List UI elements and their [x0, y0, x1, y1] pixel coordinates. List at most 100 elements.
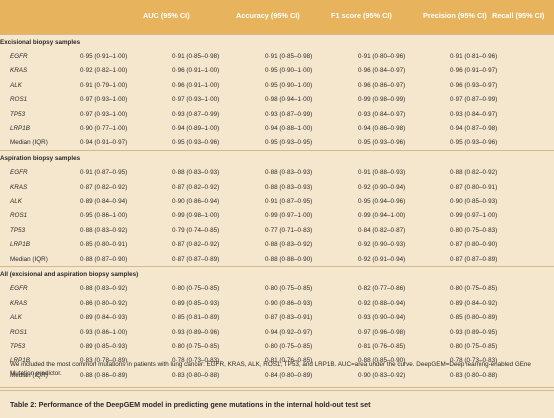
- table-row: Median (IQR) 0·94 (0·91–0·97) 0·95 (0·93–0…: [0, 135, 554, 151]
- metric-cell: 0·99 (0·97–1·00): [265, 208, 358, 224]
- metric-cell: 0·99 (0·97–1·00): [450, 208, 554, 224]
- metric-cell: 0·97 (0·96–0·98): [358, 324, 450, 340]
- metric-cell: 0·93 (0·89–0·96): [172, 324, 265, 340]
- metric-cell: 0·93 (0·86–1·00): [80, 324, 172, 340]
- metric-cell: 0·94 (0·89–1·00): [172, 121, 265, 136]
- gene-label: Median (IQR): [0, 251, 80, 267]
- table-row: KRAS 0·86 (0·80–0·92) 0·89 (0·85–0·93) 0·90…: [0, 296, 554, 311]
- metric-cell: 0·95 (0·93–0·96): [450, 135, 554, 151]
- metric-cell: 0·80 (0·75–0·85): [172, 339, 265, 354]
- col-header-auc: AUC (95% CI): [143, 11, 190, 20]
- gene-label: ROS1: [0, 92, 80, 107]
- metric-cell: 0·86 (0·80–0·92): [80, 296, 172, 311]
- metric-cell: 0·90 (0·83–0·92): [358, 367, 450, 383]
- gene-label: ALK: [0, 310, 80, 325]
- gene-label: ALK: [0, 78, 80, 93]
- metric-cell: 0·91 (0·87–0·95): [265, 194, 358, 209]
- metric-cell: 0·96 (0·93–0·97): [450, 78, 554, 93]
- metric-cell: 0·97 (0·93–1·00): [80, 106, 172, 122]
- metric-cell: 0·88 (0·83–0·93): [265, 165, 358, 180]
- gene-label: EGFR: [0, 165, 80, 180]
- metric-cell: 0·81 (0·76–0·85): [358, 339, 450, 354]
- metric-cell: 0·91 (0·80–0·96): [358, 49, 450, 64]
- table-row: EGFR 0·91 (0·87–0·95) 0·88 (0·83–0·93) 0·88…: [0, 165, 554, 180]
- metric-cell: 0·85 (0·80–0·91): [80, 237, 172, 252]
- table-row: ALK 0·89 (0·84–0·93) 0·85 (0·81–0·89) 0·87 …: [0, 310, 554, 325]
- gene-label: EGFR: [0, 49, 80, 64]
- metric-cell: 0·89 (0·84–0·94): [80, 194, 172, 209]
- table-row: ROS1 0·93 (0·86–1·00) 0·93 (0·89–0·96) 0·94…: [0, 324, 554, 340]
- metric-cell: 0·88 (0·83–0·92): [80, 223, 172, 238]
- metric-cell: 0·83 (0·78–0·89): [80, 353, 172, 368]
- divider: [0, 387, 554, 388]
- col-header-precision: Precision (95% CI): [423, 11, 487, 20]
- table-row: LRP1B 0·90 (0·77–1·00) 0·94 (0·89–1·00) 0·9…: [0, 121, 554, 136]
- metric-cell: 0·88 (0·87–0·90): [80, 251, 172, 267]
- metric-cell: 0·95 (0·90–1·00): [265, 63, 358, 79]
- gene-label: KRAS: [0, 179, 80, 195]
- metric-cell: 0·97 (0·93–1·00): [172, 92, 265, 107]
- gene-label: ROS1: [0, 324, 80, 340]
- metric-cell: 0·94 (0·91–0·97): [80, 135, 172, 151]
- metric-cell: 0·81 (0·76–0·85): [265, 353, 358, 368]
- metric-cell: 0·91 (0·85–0·98): [265, 49, 358, 64]
- metric-cell: 0·96 (0·91–0·97): [450, 63, 554, 79]
- gene-label: ROS1: [0, 208, 80, 224]
- table-row: Median (IQR) 0·88 (0·86–0·89) 0·83 (0·80–0…: [0, 367, 554, 383]
- metric-cell: 0·87 (0·82–0·92): [172, 237, 265, 252]
- gene-label: Median (IQR): [0, 135, 80, 151]
- metric-cell: 0·92 (0·88–0·94): [358, 296, 450, 311]
- metric-cell: 0·80 (0·75–0·83): [450, 223, 554, 238]
- metric-cell: 0·97 (0·93–1·00): [80, 92, 172, 107]
- metric-cell: 0·87 (0·87–0·89): [172, 251, 265, 267]
- metric-cell: 0·89 (0·85–0·93): [80, 339, 172, 354]
- metric-cell: 0·85 (0·81–0·89): [172, 310, 265, 325]
- metric-cell: 0·88 (0·85–0·90): [358, 353, 450, 368]
- metric-cell: 0·80 (0·75–0·85): [265, 339, 358, 354]
- gene-label: KRAS: [0, 63, 80, 79]
- metric-cell: 0·80 (0·75–0·85): [265, 281, 358, 297]
- metric-cell: 0·79 (0·74–0·85): [172, 223, 265, 238]
- col-header-accuracy: Accuracy (95% CI): [236, 11, 300, 20]
- table-caption-bar: Table 2: Performance of the DeepGEM mode…: [0, 390, 554, 418]
- metric-cell: 0·77 (0·71–0·83): [265, 223, 358, 238]
- table-row: KRAS 0·92 (0·82–1·00) 0·96 (0·91–1·00) 0·95…: [0, 63, 554, 79]
- metric-cell: 0·96 (0·91–1·00): [172, 78, 265, 93]
- metric-cell: 0·83 (0·80–0·88): [172, 367, 265, 383]
- table-row: EGFR 0·88 (0·83–0·92) 0·80 (0·75–0·85) 0·80…: [0, 281, 554, 297]
- gene-label: KRAS: [0, 296, 80, 311]
- gene-label: TP53: [0, 339, 80, 354]
- metric-cell: 0·95 (0·91–1·00): [80, 49, 172, 64]
- table-row: EGFR 0·95 (0·91–1·00) 0·91 (0·85–0·98) 0·91…: [0, 49, 554, 64]
- metric-cell: 0·94 (0·86–0·98): [358, 121, 450, 136]
- metric-cell: 0·91 (0·79–1·00): [80, 78, 172, 93]
- metric-cell: 0·82 (0·77–0·86): [358, 281, 450, 297]
- metric-cell: 0·99 (0·98–1·00): [172, 208, 265, 224]
- metric-cell: 0·91 (0·88–0·93): [358, 165, 450, 180]
- gene-label: LRP1B: [0, 353, 80, 368]
- metric-cell: 0·93 (0·87–0·99): [265, 106, 358, 122]
- metric-cell: 0·91 (0·81–0·96): [450, 49, 554, 64]
- metric-cell: 0·87 (0·87–0·89): [450, 251, 554, 267]
- table-row: TP53 0·89 (0·85–0·93) 0·80 (0·75–0·85) 0·80…: [0, 339, 554, 354]
- section-title: All (excisional and aspiration biopsy sa…: [0, 266, 554, 282]
- metric-cell: 0·95 (0·90–1·00): [265, 78, 358, 93]
- metric-cell: 0·88 (0·82–0·92): [450, 165, 554, 180]
- gene-label: LRP1B: [0, 237, 80, 252]
- metric-cell: 0·93 (0·87–0·99): [172, 106, 265, 122]
- metric-cell: 0·93 (0·90–0·94): [358, 310, 450, 325]
- metric-cell: 0·95 (0·93–0·96): [358, 135, 450, 151]
- metric-cell: 0·89 (0·85–0·93): [172, 296, 265, 311]
- metric-cell: 0·90 (0·85–0·93): [450, 194, 554, 209]
- results-table: Excisional biopsy samples EGFR 0·95 (0·91–…: [0, 34, 554, 383]
- metric-cell: 0·96 (0·86–0·97): [358, 78, 450, 93]
- metric-cell: 0·93 (0·84–0·97): [358, 106, 450, 122]
- metric-cell: 0·96 (0·84–0·97): [358, 63, 450, 79]
- metric-cell: 0·87 (0·83–0·91): [265, 310, 358, 325]
- metric-cell: 0·94 (0·88–1·00): [265, 121, 358, 136]
- table-row: ROS1 0·95 (0·86–1·00) 0·99 (0·98–1·00) 0·99…: [0, 208, 554, 224]
- metric-cell: 0·99 (0·94–1·00): [358, 208, 450, 224]
- metric-cell: 0·88 (0·86–0·89): [80, 367, 172, 383]
- metric-cell: 0·93 (0·84–0·97): [450, 106, 554, 122]
